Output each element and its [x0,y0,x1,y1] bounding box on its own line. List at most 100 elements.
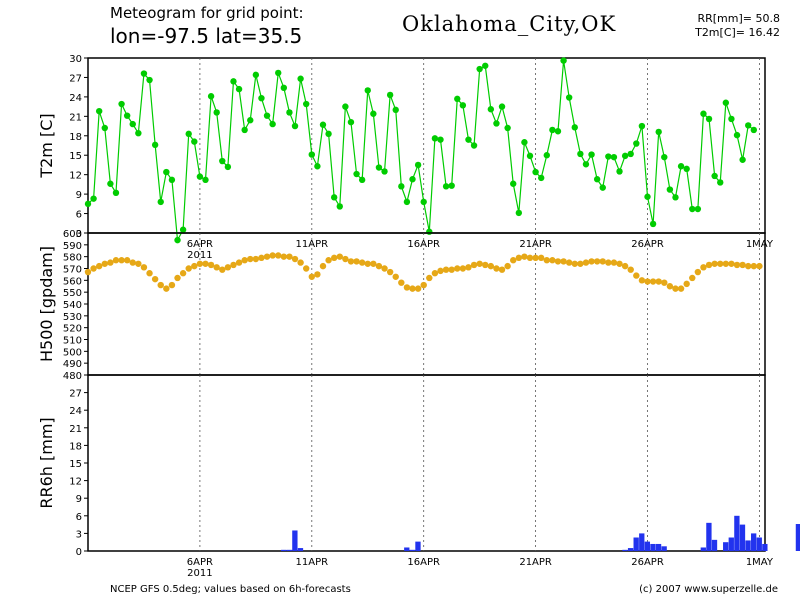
y-tick-label: 6 [76,512,82,523]
t2m-point [213,109,220,116]
t2m-point [526,152,534,160]
y-tick-label: 24 [69,406,82,417]
t2m-point [280,84,288,92]
x-tick-label: 1MAY [746,239,774,250]
x-tick-label: 6APR [187,557,213,568]
h500-point [431,270,439,277]
t2m-point [470,142,478,149]
rr6h-bar [650,543,656,551]
rr6h-bar [728,537,734,551]
rr6h-bar [762,543,768,551]
t2m-point [521,139,528,146]
y-tick-label: 3 [76,229,82,240]
h500-point [151,275,159,283]
t2m-point [588,151,595,158]
h500-point [582,259,590,266]
x-tick-label: 1MAY [746,557,774,568]
y-tick-label: 560 [63,276,82,287]
h500-point [168,281,176,289]
t2m-point [644,193,651,200]
t2m-point [191,138,198,145]
t2m-point [705,115,713,123]
h500-point [314,271,321,278]
t2m-point [694,205,702,213]
rr6h-bar [627,548,634,551]
t2m-point [118,100,125,108]
t2m-point [375,164,383,171]
h500-point [191,262,198,270]
t2m-point [454,95,461,103]
h500-point [230,261,237,269]
h500-point [728,260,735,267]
rr6h-bar [661,546,667,551]
rr6h-bar [655,543,662,551]
t2m-point [84,200,92,208]
rr6h-bar [404,547,410,551]
t2m-point [90,195,97,202]
rr6h-bar [281,549,287,551]
h500-point [442,266,450,273]
h500-point [275,252,282,259]
t2m-point [95,107,103,115]
t2m-point [487,106,495,113]
rr6h-bar [700,547,706,551]
h500-point [347,258,355,265]
h500-point [504,262,511,270]
h500-point [526,254,534,262]
t2m-point [247,117,254,124]
t2m-point [733,131,741,139]
rr6h-bar [644,541,651,551]
y-tick-label: 0 [76,547,82,558]
rr6h-bar [745,540,751,551]
t2m-point [358,176,366,184]
y-tick-label: 540 [63,300,82,311]
h500-point [465,264,472,271]
h500-point [565,259,573,266]
t2m-point [655,128,662,136]
h500-point [95,262,103,270]
h500-point [129,259,136,266]
y-tick-label: 21 [69,112,82,123]
t2m-point [672,194,679,201]
x-tick-label: 21APR [519,557,552,568]
h500-point [213,264,220,271]
h500-point [599,258,606,265]
t2m-point [633,140,640,147]
footer-source: NCEP GFS 0.5deg; values based on 6h-fore… [110,584,351,595]
t2m-point [476,65,483,73]
t2m-point [543,152,550,159]
h500-point [135,260,142,267]
h500-point [554,258,562,265]
t2m-point [565,94,573,101]
rr6h-bar [711,539,718,551]
h500-point [398,279,405,286]
y-tick-label: 27 [69,73,82,84]
t2m-point [392,106,399,114]
h500-point [330,254,338,262]
t2m-point [219,157,226,165]
t2m-point [381,168,388,175]
t2m-point [336,203,343,210]
y-tick-label: 510 [63,336,82,347]
t2m-point [689,205,696,213]
h500-point [661,279,668,286]
h500-point [84,268,92,276]
h500-point [700,264,707,271]
t2m-point [661,153,668,161]
h500-point [621,262,629,270]
t2m-point [252,71,260,79]
h500-point [689,274,696,282]
y-tick-label: 520 [63,324,82,335]
h500-point [454,265,461,272]
h500-point [123,257,131,264]
t2m-point [448,182,455,189]
t2m-point [168,176,176,184]
h500-point [739,261,746,269]
t2m-point [403,198,411,206]
h500-point [655,278,662,285]
h500-point [515,254,523,262]
h500-point [196,260,204,267]
y-tick-label: 600 [63,229,82,240]
t2m-point [582,161,590,168]
h500-point [414,285,422,292]
